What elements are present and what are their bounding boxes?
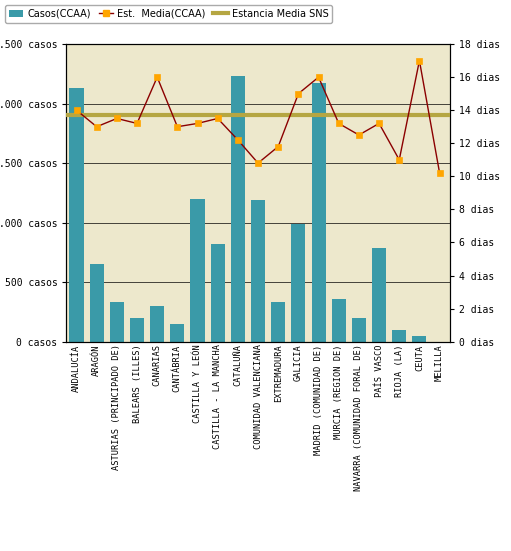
- Bar: [392, 329, 406, 342]
- Legend: Casos(CCAA), Est.  Media(CCAA), Estancia Media SNS: Casos(CCAA), Est. Media(CCAA), Estancia …: [5, 5, 332, 23]
- Bar: [110, 302, 124, 342]
- Bar: [291, 224, 306, 342]
- Bar: [271, 302, 285, 342]
- Bar: [372, 247, 386, 342]
- Bar: [170, 324, 184, 342]
- Bar: [211, 244, 225, 342]
- Bar: [89, 264, 104, 342]
- Bar: [150, 306, 164, 342]
- Bar: [69, 88, 84, 342]
- Bar: [312, 83, 326, 342]
- Bar: [412, 336, 427, 342]
- Bar: [231, 76, 245, 342]
- Bar: [332, 299, 346, 342]
- Bar: [352, 318, 366, 342]
- Bar: [130, 318, 144, 342]
- Bar: [191, 199, 204, 342]
- Bar: [251, 200, 265, 342]
